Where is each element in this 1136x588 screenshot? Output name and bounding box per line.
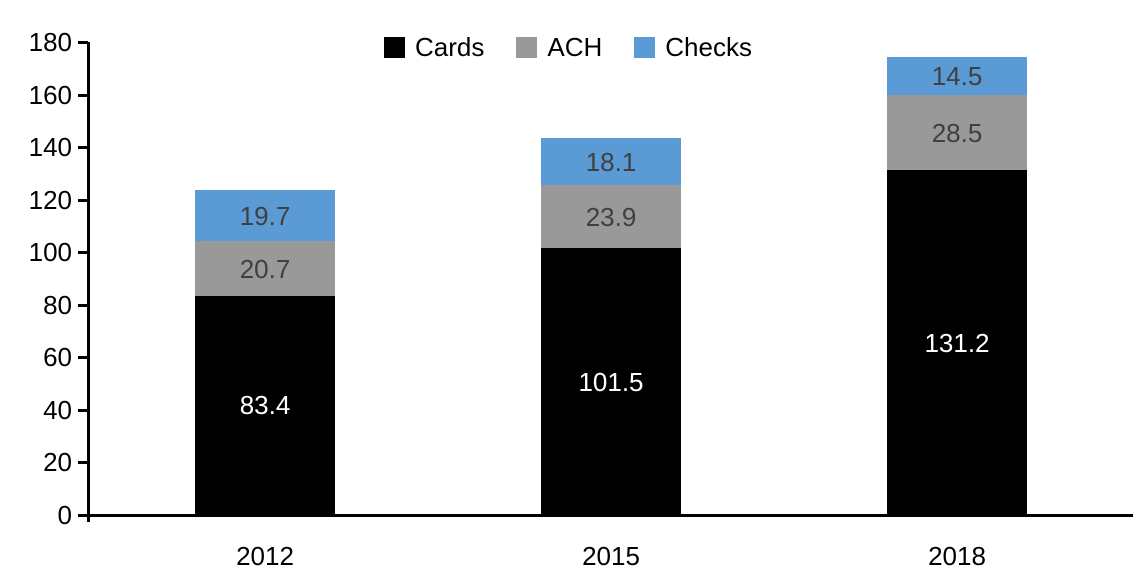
y-axis-line: [87, 42, 90, 522]
legend: Cards ACH Checks: [0, 34, 1136, 60]
bar-segment-cards-2012[interactable]: 83.4: [195, 295, 335, 515]
x-axis-category-label: 2015: [582, 541, 640, 571]
x-axis-category-label: 2018: [928, 541, 986, 571]
y-axis-tick: [78, 198, 88, 202]
bar-segment-checks-2018[interactable]: 14.5: [887, 57, 1027, 96]
bar-segment-value: 14.5: [931, 61, 983, 92]
y-axis-tick: [78, 408, 88, 412]
y-axis-tick-label: 0: [57, 500, 72, 530]
y-axis-tick-label: 20: [43, 447, 72, 478]
legend-item-ach[interactable]: ACH: [516, 34, 602, 60]
bar-segment-ach-2012[interactable]: 20.7: [195, 241, 335, 296]
bar-segment-value: 131.2: [924, 327, 990, 358]
ach-swatch-icon: [516, 36, 538, 58]
bar-segment-cards-2015[interactable]: 101.5: [541, 248, 681, 515]
bar-segment-cards-2018[interactable]: 131.2: [887, 170, 1027, 515]
y-axis-tick: [78, 461, 88, 465]
x-axis-line: [78, 514, 1133, 517]
y-axis-tick-label: 80: [43, 289, 72, 320]
bar-segment-value: 19.7: [239, 200, 291, 231]
checks-swatch-icon: [634, 36, 656, 58]
bar-segment-ach-2018[interactable]: 28.5: [887, 95, 1027, 171]
y-axis-tick-label: 180: [28, 27, 72, 57]
bar-segment-ach-2015[interactable]: 23.9: [541, 185, 681, 249]
bar-segment-value: 20.7: [239, 253, 291, 284]
y-axis-tick: [78, 356, 88, 360]
cards-swatch-icon: [384, 36, 406, 58]
legend-label-ach: ACH: [547, 32, 603, 62]
y-axis-tick-label: 100: [28, 237, 72, 268]
legend-item-cards[interactable]: Cards: [384, 34, 484, 60]
y-axis-tick: [78, 93, 88, 97]
y-axis-tick-label: 120: [28, 184, 72, 215]
y-axis-tick: [78, 251, 88, 255]
legend-label-checks: Checks: [665, 32, 752, 62]
y-axis-tick-label: 40: [43, 394, 72, 425]
bar-segment-checks-2012[interactable]: 19.7: [195, 189, 335, 242]
y-axis-tick: [78, 514, 88, 517]
y-axis-tick: [78, 303, 88, 307]
y-axis-tick-label: 60: [43, 342, 72, 373]
y-axis-tick: [78, 146, 88, 150]
bar-segment-value: 83.4: [239, 390, 291, 421]
y-axis-tick-label: 140: [28, 132, 72, 163]
y-axis-tick: [78, 41, 88, 44]
bar-segment-value: 28.5: [931, 117, 983, 148]
y-axis-tick-label: 160: [28, 79, 72, 110]
bar-segment-value: 101.5: [578, 366, 644, 397]
x-axis-category-label: 2012: [236, 541, 294, 571]
bar-segment-value: 18.1: [585, 146, 637, 177]
legend-item-checks[interactable]: Checks: [634, 34, 752, 60]
bar-segment-checks-2015[interactable]: 18.1: [541, 137, 681, 186]
legend-label-cards: Cards: [415, 32, 485, 62]
bar-segment-value: 23.9: [585, 201, 637, 232]
